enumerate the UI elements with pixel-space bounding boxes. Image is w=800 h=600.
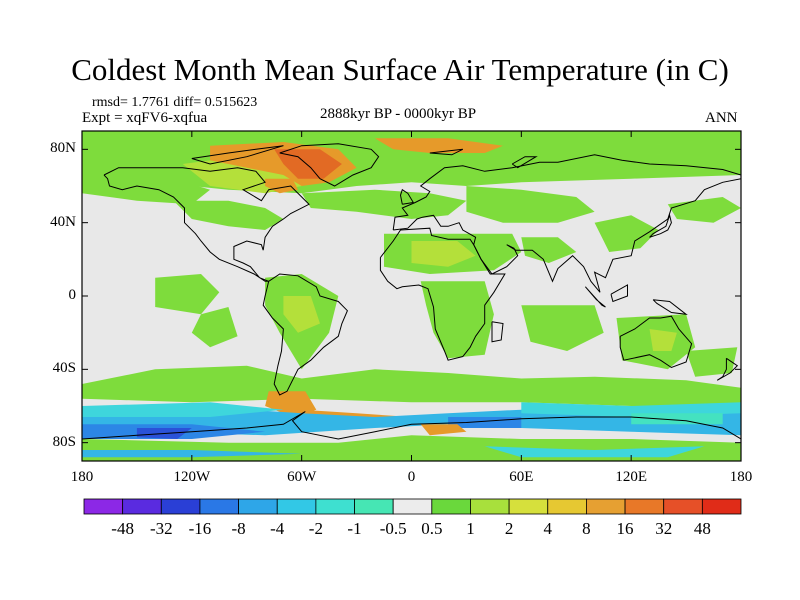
coastline — [279, 143, 380, 187]
colorbar-swatch — [83, 498, 124, 515]
anomaly-region — [82, 175, 211, 205]
colorbar-label: -32 — [149, 519, 173, 538]
coastline — [399, 188, 415, 205]
y-tick-label: 80S — [52, 433, 76, 450]
y-tick-label: 40S — [52, 360, 76, 377]
colorbar-swatch — [354, 498, 394, 515]
x-tick-label: 180 — [729, 469, 753, 485]
anomaly-region — [374, 138, 503, 153]
season-label: ANN — [705, 110, 738, 126]
colorbar-label: 0.5 — [421, 519, 443, 538]
colorbar-swatch — [431, 498, 471, 515]
coastline — [585, 286, 606, 308]
coastline — [191, 145, 284, 165]
x-tick-label: 120W — [173, 469, 211, 485]
coastline — [491, 321, 504, 343]
colorbar-label: -4 — [270, 519, 285, 538]
anomaly-field — [82, 131, 741, 461]
colorbar-swatch — [315, 498, 355, 515]
anomaly-region — [265, 178, 298, 194]
anomaly-region — [686, 347, 738, 377]
colorbar-label: 16 — [616, 519, 634, 538]
x-tick-label: 120E — [615, 469, 647, 485]
anomaly-region — [411, 241, 476, 267]
anomaly-region — [274, 149, 342, 179]
experiment-label: Expt = xqFV6-xqfua — [82, 110, 208, 126]
anomaly-region — [649, 329, 677, 351]
colorbar-label: 2 — [504, 519, 514, 538]
coastline — [379, 227, 506, 361]
colorbar-label: 48 — [693, 519, 711, 538]
colorbar-label: 1 — [466, 519, 475, 538]
colorbar-label: -48 — [111, 519, 134, 538]
colorbar-swatch — [470, 498, 510, 515]
anomaly-region — [82, 365, 741, 406]
colorbar-label: 32 — [655, 519, 673, 538]
colorbar-label: -2 — [308, 519, 323, 538]
period-label: 2888kyr BP - 0000kyr BP — [320, 106, 477, 122]
y-tick-label: 0 — [68, 287, 77, 303]
colorbar-swatch — [701, 498, 742, 515]
coastline — [716, 357, 739, 381]
x-tick-label: 60E — [509, 469, 534, 485]
coastline — [649, 213, 672, 238]
anomaly-region — [173, 200, 284, 230]
anomaly-region — [82, 450, 302, 458]
anomaly-region — [631, 413, 723, 425]
anomaly-region — [420, 424, 467, 436]
colorbar-swatch — [392, 498, 433, 515]
anomaly-region — [521, 237, 577, 263]
anomaly-region — [155, 274, 220, 315]
chart-title: Coldest Month Mean Surface Air Temperatu… — [71, 52, 729, 87]
colorbar-swatch — [276, 498, 317, 515]
anomaly-region — [82, 402, 284, 417]
anomaly-region — [594, 215, 659, 252]
colorbar-swatch — [508, 498, 549, 515]
y-tick-label: 40N — [50, 213, 76, 230]
colorbar-label: -0.5 — [379, 519, 407, 538]
colorbar-label: -1 — [347, 519, 362, 538]
colorbar-swatch — [624, 498, 665, 515]
coastline — [511, 156, 538, 169]
colorbar-swatch — [160, 498, 201, 515]
axis-ticks — [81, 131, 742, 461]
colorbar-swatch — [199, 498, 239, 515]
anomaly-region — [484, 446, 705, 458]
colorbar-swatch — [663, 498, 703, 515]
anomaly-region — [283, 296, 320, 333]
coastline — [429, 148, 464, 156]
colorbar-swatch — [547, 498, 587, 515]
colorbar-label: 8 — [582, 519, 591, 538]
coastline — [82, 411, 741, 440]
x-tick-label: 60W — [287, 469, 317, 485]
anomaly-region — [191, 307, 238, 348]
coastline — [610, 284, 628, 303]
colorbar — [83, 498, 742, 515]
coastline — [103, 167, 310, 282]
coastline — [262, 273, 348, 396]
colorbar-swatch — [586, 498, 626, 515]
coastlines — [82, 143, 741, 440]
colorbar-swatch — [122, 498, 162, 515]
anomaly-region — [521, 305, 604, 351]
coastline — [392, 154, 741, 293]
coastline — [652, 299, 688, 316]
y-tick-label: 80N — [50, 140, 76, 157]
colorbar-label: -8 — [231, 519, 246, 538]
coastline — [619, 315, 693, 369]
stats-label: rmsd= 1.7761 diff= 0.515623 — [92, 95, 258, 110]
colorbar-label: 4 — [543, 519, 553, 538]
x-tick-label: 0 — [407, 469, 416, 485]
colorbar-label: -16 — [188, 519, 212, 538]
x-tick-label: 180 — [70, 469, 94, 485]
colorbar-swatch — [238, 498, 278, 515]
anomaly-region — [466, 186, 595, 223]
